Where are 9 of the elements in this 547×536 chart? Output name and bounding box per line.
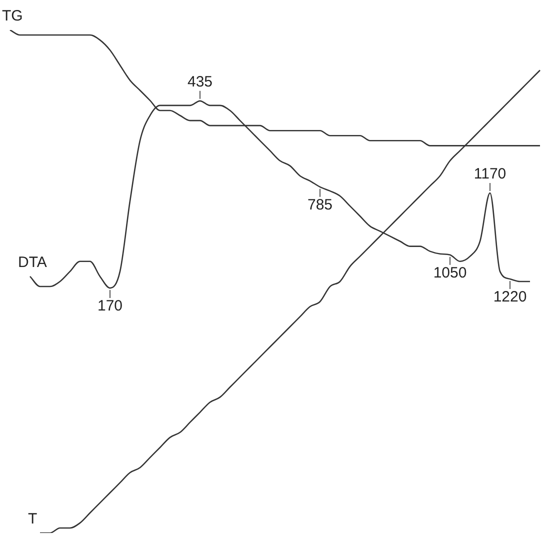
- series-label: T: [28, 510, 38, 528]
- annotation: 170: [97, 298, 123, 315]
- series-label: DTA: [18, 254, 47, 272]
- annotation: 1050: [433, 264, 467, 282]
- annotation: 1170: [474, 166, 506, 183]
- annotation: 1220: [493, 288, 527, 306]
- annotation: 785: [307, 196, 333, 214]
- series-label: TG: [2, 8, 23, 25]
- annotation: 435: [187, 74, 213, 91]
